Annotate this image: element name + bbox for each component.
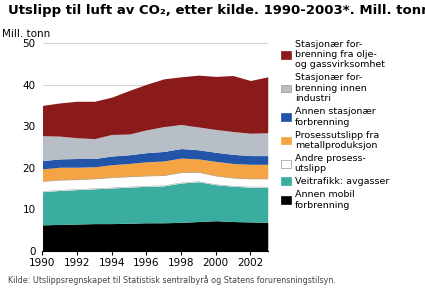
- Text: Kilde: Utslippsregnskapet til Statistisk sentralbyrå og Statens forurensningstil: Kilde: Utslippsregnskapet til Statistisk…: [8, 275, 336, 285]
- Legend: Stasjonær for-
brenning fra olje-
og gassvirksomhet, Stasjonær for-
brenning inn: Stasjonær for- brenning fra olje- og gas…: [281, 40, 389, 210]
- Text: Utslipp til luft av CO₂, etter kilde. 1990-2003*. Mill. tonn: Utslipp til luft av CO₂, etter kilde. 19…: [8, 4, 425, 17]
- Text: Mill. tonn: Mill. tonn: [2, 29, 50, 39]
